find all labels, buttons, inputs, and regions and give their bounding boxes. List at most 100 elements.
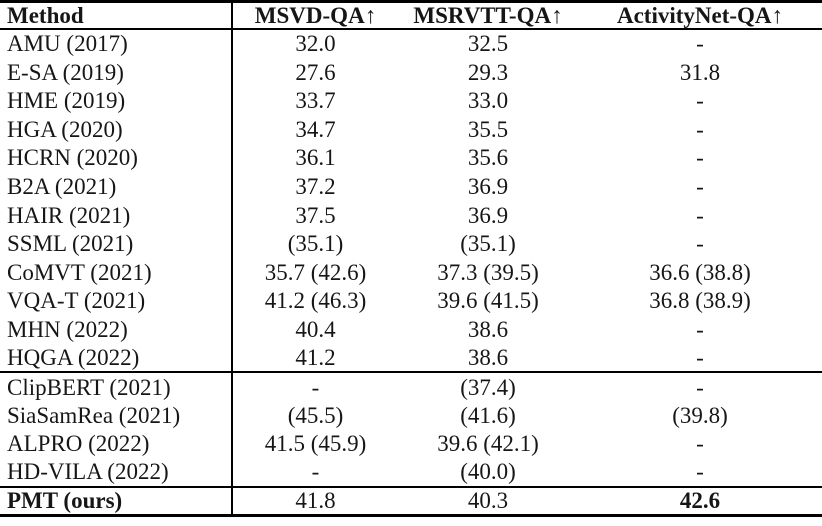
- activitynet-score-cell: -: [696, 459, 704, 485]
- method-cell: HAIR (2021): [0, 200, 233, 230]
- activitynet-score-cell: -: [696, 88, 704, 114]
- method-cell: B2A (2021): [0, 172, 233, 201]
- msrvtt-score-cell: 36.9: [467, 173, 509, 199]
- method-cell: HME (2019): [0, 86, 233, 116]
- table-row: HGA (2020) 34.7 35.5 -: [0, 115, 822, 144]
- msvd-score-cell: -: [232, 371, 398, 402]
- msvd-score-cell: 34.7: [295, 116, 336, 142]
- table-row: HQGA (2022) 41.2 38.6 -: [0, 343, 822, 373]
- method-cell: HD-VILA (2022): [0, 458, 233, 487]
- up-arrow-icon: ↑: [771, 3, 784, 28]
- msvd-score-cell: (45.5): [287, 402, 344, 428]
- column-header-activitynet-qa: ActivityNet-QA↑: [578, 2, 822, 30]
- column-header-label: MSVD-QA: [254, 3, 365, 28]
- msrvtt-score-cell: 39.6 (41.5): [437, 288, 539, 314]
- table-row: HAIR (2021) 37.5 36.9 -: [0, 200, 822, 230]
- msvd-score-cell: 32.0: [295, 31, 336, 57]
- table-row: AMU (2017) 32.0 32.5 -: [0, 29, 822, 58]
- table-row: CoMVT (2021) 35.7 (42.6) 37.3 (39.5) 36.…: [0, 258, 822, 287]
- method-cell: HGA (2020): [0, 115, 233, 144]
- table-row: B2A (2021) 37.2 36.9 -: [0, 172, 822, 201]
- msvd-score-cell: 37.2: [295, 173, 336, 199]
- msrvtt-score-cell: 35.5: [467, 116, 509, 142]
- column-header-label: MSRVTT-QA: [413, 3, 552, 28]
- table-row: SiaSamRea (2021) (45.5) (41.6) (39.8): [0, 401, 822, 430]
- section-ours: PMT (ours) 41.8 40.3 42.6: [0, 485, 822, 516]
- msvd-score-cell: 33.7: [295, 88, 336, 114]
- column-header-msrvtt-qa: MSRVTT-QA↑: [398, 2, 578, 30]
- table-row-ours: PMT (ours) 41.8 40.3 42.6: [0, 485, 822, 516]
- msrvtt-score-cell: 38.6: [467, 316, 509, 342]
- msvd-score-cell: 35.7 (42.6): [264, 259, 367, 285]
- table-row: E-SA (2019) 27.6 29.3 31.8: [0, 57, 822, 87]
- method-cell: HCRN (2020): [0, 143, 233, 173]
- msrvtt-score-cell: (37.4): [398, 371, 578, 402]
- activitynet-score-cell: -: [696, 202, 704, 228]
- column-header-method: Method: [0, 1, 233, 30]
- section-pretraining-methods: ClipBERT (2021) - (37.4) - SiaSamRea (20…: [0, 371, 822, 487]
- method-cell: E-SA (2019): [0, 57, 233, 87]
- msvd-score-cell: (35.1): [287, 231, 344, 257]
- method-cell: ALPRO (2022): [0, 429, 233, 459]
- msrvtt-score-cell: 40.3: [398, 485, 578, 516]
- method-cell: CoMVT (2021): [0, 258, 233, 287]
- activitynet-score-cell: -: [696, 431, 704, 457]
- section-standard-methods: AMU (2017) 32.0 32.5 - E-SA (2019) 27.6 …: [0, 29, 822, 373]
- msrvtt-score-cell: 38.6: [467, 344, 509, 370]
- msrvtt-score-cell: (41.6): [460, 402, 516, 428]
- activitynet-score-cell: 36.6 (38.8): [649, 259, 751, 285]
- activitynet-score-cell: -: [696, 31, 704, 57]
- table-row: HME (2019) 33.7 33.0 -: [0, 86, 822, 116]
- msrvtt-score-cell: 37.3 (39.5): [437, 259, 539, 285]
- activitynet-score-cell: -: [696, 116, 704, 142]
- activitynet-score-cell: -: [578, 371, 822, 402]
- table-row: HCRN (2020) 36.1 35.6 -: [0, 143, 822, 173]
- msrvtt-score-cell: 33.0: [467, 88, 509, 114]
- msrvtt-score-cell: 39.6 (42.1): [437, 431, 539, 457]
- column-header-msvd-qa: MSVD-QA↑: [232, 2, 398, 30]
- table-row: SSML (2021) (35.1) (35.1) -: [0, 229, 822, 259]
- msvd-score-cell: 27.6: [295, 59, 336, 85]
- activitynet-score-cell: (39.8): [672, 402, 728, 428]
- msvd-score-cell: 41.8: [232, 485, 398, 516]
- method-cell: SiaSamRea (2021): [0, 401, 233, 430]
- table-row: VQA-T (2021) 41.2 (46.3) 39.6 (41.5) 36.…: [0, 286, 822, 316]
- activitynet-score-cell: 31.8: [679, 59, 721, 85]
- msrvtt-score-cell: 29.3: [467, 59, 509, 85]
- method-cell: SSML (2021): [0, 229, 233, 259]
- msvd-score-cell: 37.5: [295, 202, 336, 228]
- activitynet-score-cell: 42.6: [578, 485, 822, 516]
- table-row: MHN (2022) 40.4 38.6 -: [0, 315, 822, 344]
- activitynet-score-cell: -: [696, 173, 704, 199]
- msrvtt-score-cell: (35.1): [460, 231, 516, 257]
- msrvtt-score-cell: 32.5: [467, 31, 509, 57]
- msvd-score-cell: 41.2: [295, 344, 336, 370]
- column-header-label: ActivityNet-QA: [616, 3, 772, 28]
- method-cell: AMU (2017): [0, 29, 233, 58]
- msvd-score-cell: 41.5 (45.9): [264, 431, 367, 457]
- activitynet-score-cell: -: [696, 145, 704, 171]
- activitynet-score-cell: -: [696, 231, 704, 257]
- up-arrow-icon: ↑: [364, 3, 377, 28]
- activitynet-score-cell: -: [696, 344, 704, 370]
- msvd-score-cell: -: [311, 459, 320, 485]
- method-cell: MHN (2022): [0, 315, 233, 344]
- table-row: ClipBERT (2021) - (37.4) -: [0, 371, 822, 402]
- table-row: ALPRO (2022) 41.5 (45.9) 39.6 (42.1) -: [0, 429, 822, 459]
- msrvtt-score-cell: 35.6: [467, 145, 509, 171]
- header-row: Method MSVD-QA↑ MSRVTT-QA↑ ActivityNet-Q…: [0, 1, 822, 30]
- method-cell: VQA-T (2021): [0, 286, 233, 316]
- table-header: Method MSVD-QA↑ MSRVTT-QA↑ ActivityNet-Q…: [0, 1, 822, 30]
- up-arrow-icon: ↑: [551, 3, 563, 28]
- method-cell: PMT (ours): [0, 485, 233, 516]
- msrvtt-score-cell: 36.9: [467, 202, 509, 228]
- activitynet-score-cell: 36.8 (38.9): [649, 288, 751, 314]
- method-cell: ClipBERT (2021): [0, 371, 233, 402]
- msvd-score-cell: 36.1: [295, 145, 336, 171]
- msrvtt-score-cell: (40.0): [460, 459, 516, 485]
- method-cell: HQGA (2022): [0, 343, 233, 373]
- msvd-score-cell: 40.4: [295, 316, 336, 342]
- table-row: HD-VILA (2022) - (40.0) -: [0, 458, 822, 487]
